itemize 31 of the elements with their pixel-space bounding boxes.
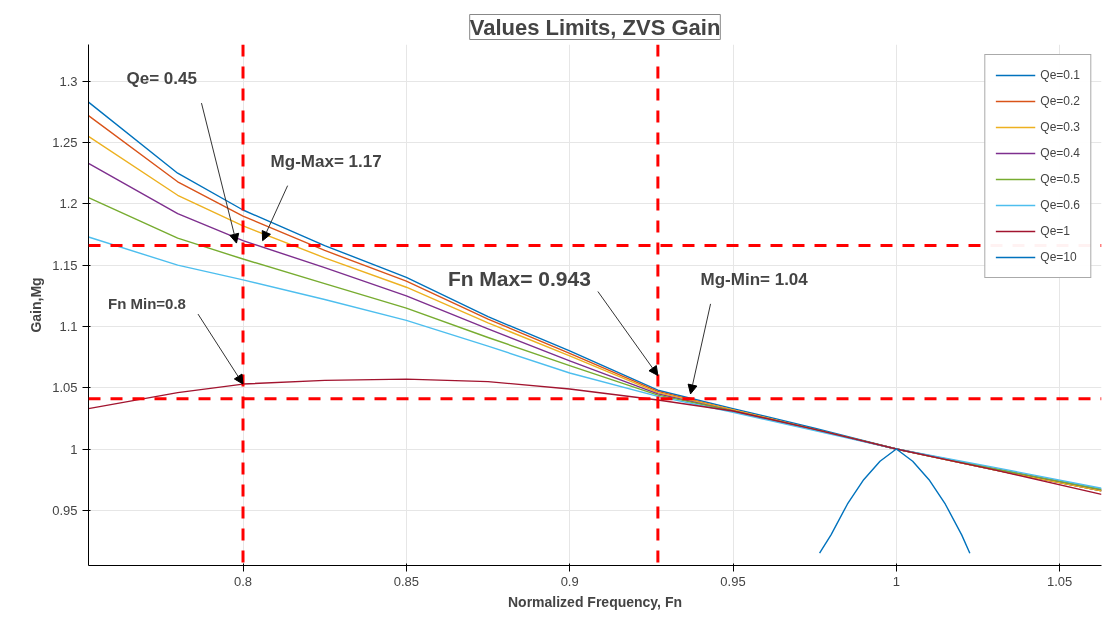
x-tick-label: 0.95 [720, 573, 746, 589]
legend-label: Qe=10 [1040, 250, 1077, 264]
x-tick-label: 0.8 [233, 573, 253, 589]
x-tick-label: 0.85 [393, 573, 420, 589]
x-tick-label: 0.9 [560, 573, 579, 589]
y-tick-label: 1.3 [59, 73, 78, 89]
legend-label: Qe=0.3 [1040, 120, 1080, 134]
y-tick-label: 1.25 [52, 135, 78, 151]
chart-title: Values Limits, ZVS Gain [469, 14, 721, 40]
annotation: Mg-Min= 1.04 [700, 269, 809, 289]
annotation: Qe= 0.45 [126, 69, 197, 89]
annotation: Mg-Max= 1.17 [270, 151, 382, 171]
legend-label: Qe=0.5 [1040, 172, 1080, 186]
legend-label: Qe=0.4 [1040, 146, 1080, 160]
x-tick-label: 1 [892, 573, 900, 589]
legend-label: Qe=0.6 [1040, 198, 1080, 212]
y-tick-label: 0.95 [52, 502, 78, 518]
legend-label: Qe=1 [1040, 224, 1070, 238]
y-tick-label: 1.2 [59, 196, 78, 212]
legend-label: Qe=0.2 [1040, 94, 1080, 108]
line-series [818, 448, 971, 554]
y-tick-label: 1.05 [52, 380, 78, 396]
y-tick-label: 1.1 [59, 318, 78, 334]
annotation: Fn Max= 0.943 [447, 267, 591, 291]
legend-label: Qe=0.1 [1040, 68, 1080, 82]
y-axis-title: Gain,Mg [28, 277, 45, 333]
y-tick-label: 1 [70, 441, 78, 457]
annotation: Fn Min=0.8 [108, 295, 186, 313]
y-tick-label: 1.15 [52, 257, 78, 273]
x-tick-label: 1.05 [1047, 573, 1073, 589]
x-axis-title: Normalized Frequency, Fn [508, 593, 682, 610]
